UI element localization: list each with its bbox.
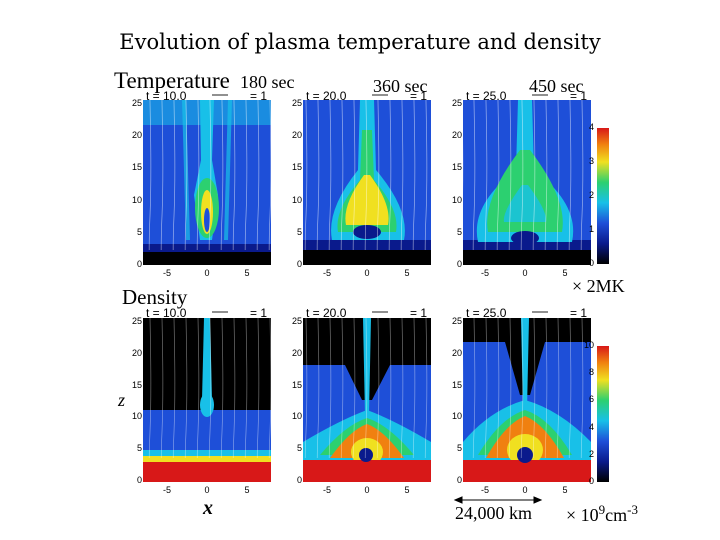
density-colorbar-tick: 2: [588, 448, 594, 459]
z-tick-label: 15: [451, 379, 462, 390]
time-label-3: 450 sec: [529, 76, 584, 96]
density-label: Density: [122, 285, 188, 309]
temperature-colorbar-tick: 3: [588, 156, 594, 166]
z-tick-label: 20: [131, 130, 142, 141]
x-tick-label: 5: [404, 485, 410, 495]
x-tick-label: 5: [404, 268, 410, 278]
density-panel-1: [143, 318, 271, 482]
z-tick-label: 15: [291, 162, 302, 173]
x-tick-label: 5: [244, 268, 250, 278]
scale-bar-label: 24,000 km: [455, 503, 533, 523]
x-tick-label: 0: [204, 268, 210, 278]
z-tick-label: 20: [451, 347, 462, 358]
z-tick-label: 5: [456, 443, 462, 454]
z-tick-label: 5: [296, 443, 302, 454]
temperature-label: Temperature: [114, 68, 230, 93]
z-tick-label: 25: [451, 316, 462, 326]
density-colorbar-tick: 8: [588, 367, 594, 378]
z-tick-label: 0: [136, 259, 142, 269]
x-tick-label: 5: [244, 485, 250, 495]
page-title: Evolution of plasma temperature and dens…: [119, 30, 601, 54]
density-colorbar: [597, 346, 609, 482]
scale-bar-arrow: [453, 496, 543, 504]
z-tick-label: 10: [451, 194, 462, 205]
t-label-temp-2: t = 20.0: [306, 89, 347, 103]
t-label-temp-3: t = 25.0: [466, 89, 507, 103]
z-tick-label: 15: [131, 162, 142, 173]
t-label-temp-1: t = 10.0: [146, 89, 187, 103]
density-unit: × 109cm-3: [566, 502, 638, 525]
temperature-colorbar-tick: 0: [588, 258, 594, 268]
temperature-panel-1: [143, 100, 271, 265]
x-tick-label: -5: [480, 485, 489, 495]
z-axis-label: z: [118, 390, 126, 410]
t-label-dens-2: t = 20.0: [306, 306, 347, 320]
temperature-colorbar-tick: 4: [588, 122, 594, 132]
x-tick-label: -5: [162, 485, 171, 495]
density-panel-3: [463, 318, 591, 482]
reference-arrows: [212, 94, 548, 313]
t-label-dens-3: t = 25.0: [466, 306, 507, 320]
z-tick-label: 10: [291, 194, 302, 205]
temperature-unit: × 2MK: [572, 276, 625, 296]
x-tick-label: -5: [162, 268, 171, 278]
density-colorbar-tick: 0: [588, 476, 594, 486]
x-tick-label: 0: [364, 268, 370, 278]
z-tick-label: 15: [451, 162, 462, 173]
z-tick-label: 0: [136, 475, 142, 485]
x-tick-label: 5: [562, 485, 568, 495]
x-tick-label: 0: [364, 485, 370, 495]
z-tick-label: 25: [131, 316, 142, 326]
z-tick-label: 25: [291, 316, 302, 326]
x-tick-label: 0: [522, 485, 528, 495]
z-tick-label: 5: [136, 226, 142, 237]
x-tick-label: -5: [480, 268, 489, 278]
time-label-2: 360 sec: [373, 76, 428, 96]
density-colorbar-tick: 6: [588, 394, 594, 405]
z-tick-label: 0: [296, 259, 302, 269]
temperature-colorbar: [597, 128, 609, 264]
density-colorbar-tick: 4: [588, 421, 594, 432]
temperature-colorbar-tick: 2: [588, 190, 594, 200]
x-tick-label: 5: [562, 268, 568, 278]
z-tick-label: 20: [291, 130, 302, 141]
z-tick-label: 15: [291, 379, 302, 390]
vec-label-temp-2: = 1: [410, 89, 428, 103]
z-tick-label: 25: [291, 98, 302, 108]
vec-label-dens-1: = 1: [250, 306, 268, 320]
vec-label-dens-3: = 1: [570, 306, 588, 320]
temperature-panel-3: [463, 100, 591, 265]
x-tick-label: -5: [322, 485, 331, 495]
z-tick-label: 25: [131, 98, 142, 108]
z-tick-label: 10: [291, 411, 302, 422]
z-tick-label: 0: [456, 475, 462, 485]
z-tick-label: 20: [291, 347, 302, 358]
x-axis-label: x: [203, 497, 213, 519]
density-panel-2: [303, 318, 431, 482]
z-tick-label: 5: [296, 226, 302, 237]
vec-label-dens-2: = 1: [410, 306, 428, 320]
time-label-1: 180 sec: [240, 72, 295, 92]
z-tick-label: 10: [131, 411, 142, 422]
vec-label-temp-1: = 1: [250, 89, 268, 103]
x-tick-label: -5: [322, 268, 331, 278]
z-tick-label: 5: [456, 226, 462, 237]
z-tick-label: 0: [456, 259, 462, 269]
vec-label-temp-3: = 1: [570, 89, 588, 103]
x-tick-label: 0: [522, 268, 528, 278]
temperature-panel-2: [303, 100, 431, 265]
density-colorbar-tick: 10: [583, 340, 594, 350]
z-tick-label: 20: [451, 130, 462, 141]
z-tick-label: 0: [296, 475, 302, 485]
z-tick-label: 10: [131, 194, 142, 205]
z-tick-label: 5: [136, 443, 142, 454]
temperature-colorbar-tick: 1: [588, 224, 594, 234]
x-tick-label: 0: [204, 485, 210, 495]
z-tick-label: 15: [131, 379, 142, 390]
z-tick-label: 10: [451, 411, 462, 422]
z-tick-label: 25: [451, 98, 462, 108]
t-label-dens-1: t = 10.0: [146, 306, 187, 320]
z-tick-label: 20: [131, 347, 142, 358]
